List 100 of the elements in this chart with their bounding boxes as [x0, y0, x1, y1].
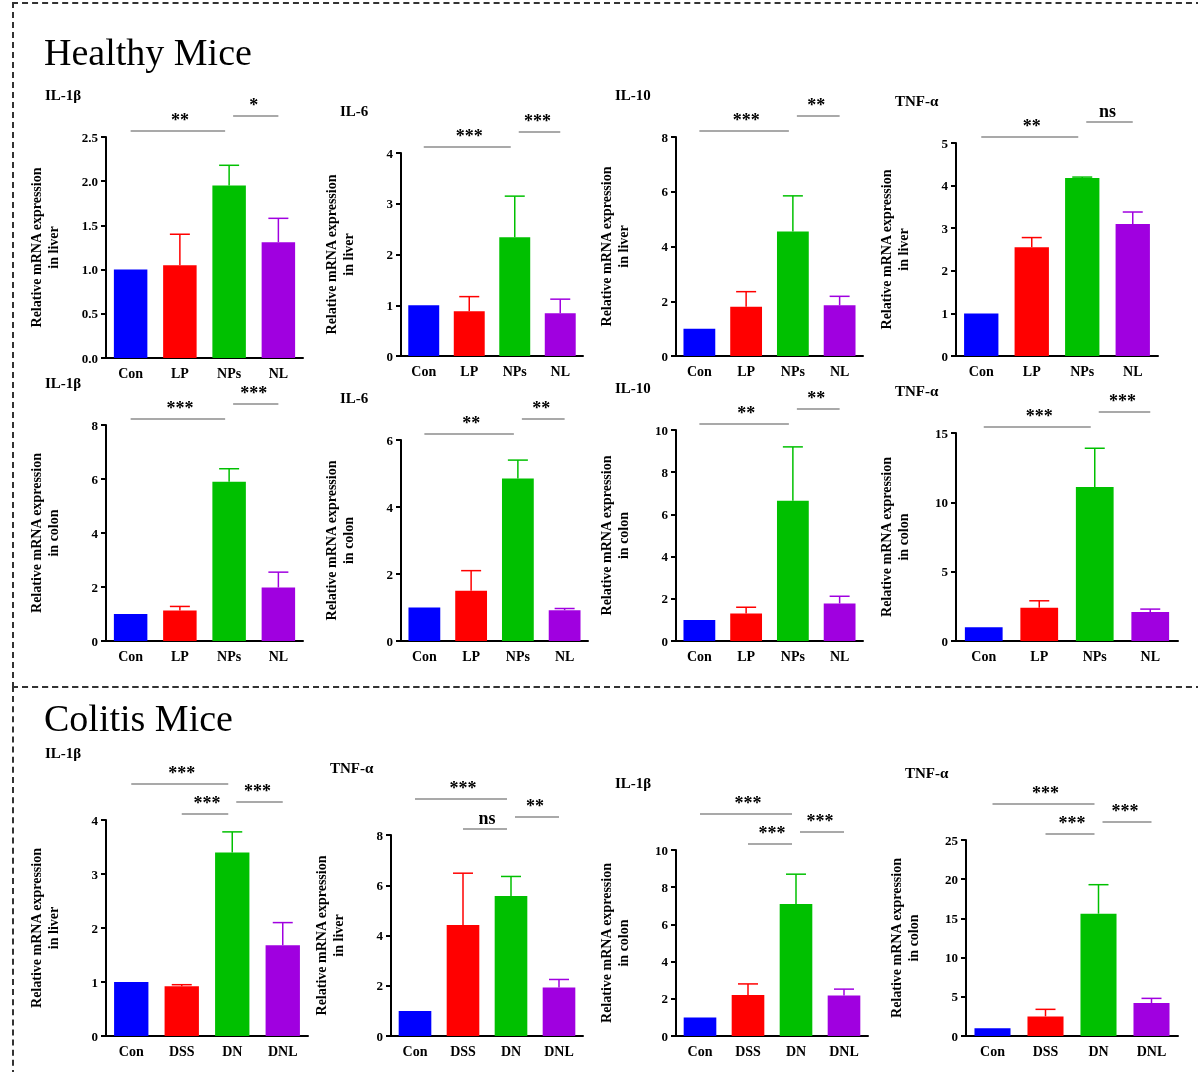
chart-title: IL-1β [615, 774, 652, 791]
y-tick-label: 4 [386, 499, 394, 515]
text: *** [244, 781, 271, 801]
text: ** [170, 110, 189, 130]
y-tick-label: 15 [935, 425, 949, 441]
text: *** [168, 763, 196, 783]
y-tick-label: 4 [661, 549, 669, 565]
x-tick-label: NPs [505, 648, 531, 664]
x-tick-label: LP [170, 365, 190, 381]
y-tick-label: 2.5 [81, 129, 99, 145]
y-tick-label: 6 [661, 184, 669, 200]
x-tick-label: LP [462, 648, 481, 664]
chart-title: TNF-α [330, 759, 374, 776]
y-tick-label: 0 [386, 633, 393, 649]
x-tick-label: Con [118, 1043, 144, 1059]
y-tick-label: 6 [91, 471, 99, 487]
x-tick-label: Con [686, 363, 713, 379]
text: *** [240, 383, 268, 403]
chart-title: IL-10 [615, 379, 651, 396]
text: *** [1109, 391, 1136, 411]
x-tick-label: Con [402, 1043, 428, 1059]
y-axis-title: Relative mRNA expression in liver [314, 855, 346, 1016]
y-tick-label: 4 [91, 525, 99, 541]
bar [113, 614, 148, 641]
x-tick-label: Con [980, 1043, 1006, 1059]
bar [398, 1010, 432, 1036]
y-tick-label: 2 [661, 991, 668, 1007]
x-tick-label: Con [411, 363, 437, 379]
x-tick-label: Con [411, 648, 438, 664]
bar [683, 1017, 717, 1036]
bar [164, 986, 199, 1036]
chart-title: TNF-α [895, 382, 939, 399]
text: *** [166, 398, 194, 418]
y-tick-label: 0 [951, 1028, 958, 1044]
y-axis-title: Relative mRNA expression in colon [324, 460, 356, 621]
chart-title: TNF-α [905, 764, 949, 781]
x-tick-label: NPs [780, 363, 806, 379]
y-tick-label: 1 [941, 305, 948, 321]
text: *** [1025, 406, 1053, 426]
bar [964, 627, 1003, 641]
x-tick-label: DN [500, 1043, 522, 1059]
text: * [249, 95, 259, 115]
text: *** [758, 823, 786, 843]
x-tick-label: LP [737, 363, 756, 379]
y-tick-label: 4 [91, 812, 99, 828]
y-tick-label: 3 [386, 196, 394, 212]
y-tick-label: 2 [91, 579, 98, 595]
text: ns [1098, 101, 1117, 121]
x-tick-label: DSS [735, 1043, 762, 1059]
text: *** [455, 126, 483, 146]
x-tick-label: NPs [217, 365, 242, 381]
y-tick-label: 8 [661, 879, 669, 895]
x-tick-label: NPs [1082, 648, 1108, 664]
text: *** [806, 811, 834, 831]
text: ** [462, 413, 481, 433]
x-tick-label: DSS [168, 1043, 195, 1059]
text: ** [532, 398, 551, 418]
text: ** [737, 403, 756, 423]
y-axis-title: Relative mRNA expression in colon [879, 456, 911, 617]
y-tick-label: 0 [91, 633, 98, 649]
y-tick-label: 8 [661, 464, 669, 480]
chart-title: TNF-α [895, 92, 939, 109]
chart-title: IL-1β [45, 374, 82, 391]
text: ** [1022, 116, 1041, 136]
y-tick-label: 6 [386, 432, 394, 448]
y-tick-label: 2 [91, 920, 98, 936]
x-tick-label: NL [829, 363, 850, 379]
x-tick-label: DN [222, 1043, 243, 1059]
text: *** [449, 778, 477, 798]
text: *** [732, 110, 760, 130]
chart-title: IL-10 [615, 86, 651, 103]
x-tick-label: NL [268, 648, 289, 664]
x-tick-label: Con [118, 365, 144, 381]
y-tick-label: 15 [945, 910, 959, 926]
x-tick-label: NPs [780, 648, 806, 664]
x-tick-label: DSS [1032, 1043, 1059, 1059]
x-tick-label: Con [118, 648, 144, 664]
y-tick-label: 1.0 [81, 262, 98, 278]
y-tick-label: 4 [661, 954, 669, 970]
chart-title: IL-1β [45, 86, 82, 103]
y-tick-label: 25 [945, 832, 959, 848]
y-tick-label: 6 [661, 916, 669, 932]
y-tick-label: 8 [661, 129, 669, 145]
x-tick-label: LP [1022, 363, 1042, 379]
bar [113, 269, 148, 358]
text: ** [526, 796, 544, 816]
x-tick-label: Con [971, 648, 997, 664]
text: Healthy Mice [44, 30, 252, 74]
bar [408, 305, 440, 356]
text: *** [524, 111, 551, 131]
x-tick-label: LP [1030, 648, 1049, 664]
y-tick-label: 1 [386, 297, 393, 313]
y-tick-label: 2 [661, 293, 668, 309]
chart-title: IL-1β [45, 744, 82, 761]
y-tick-label: 2 [661, 591, 668, 607]
y-tick-label: 4 [661, 239, 669, 254]
text: *** [1111, 801, 1139, 821]
y-tick-label: 0 [91, 1028, 98, 1044]
y-tick-label: 0 [376, 1028, 383, 1044]
chart-title: IL-6 [340, 102, 369, 119]
